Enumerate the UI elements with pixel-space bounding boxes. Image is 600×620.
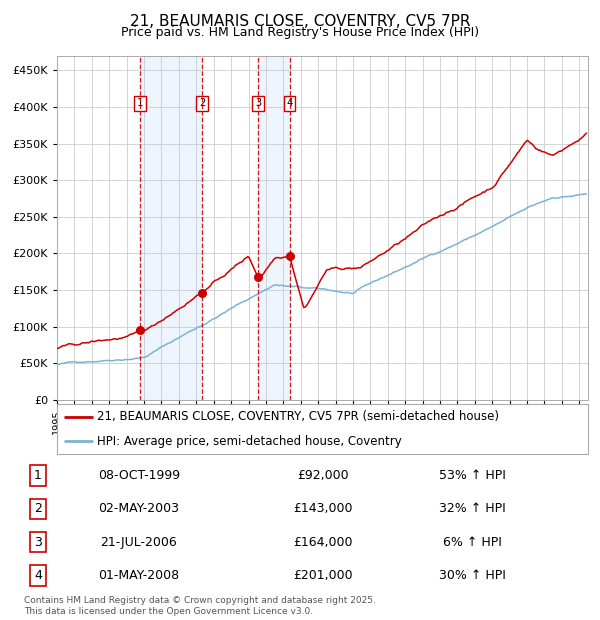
Text: 3: 3	[34, 536, 42, 549]
Text: 4: 4	[287, 99, 293, 108]
Text: 21, BEAUMARIS CLOSE, COVENTRY, CV5 7PR (semi-detached house): 21, BEAUMARIS CLOSE, COVENTRY, CV5 7PR (…	[97, 410, 499, 423]
Text: 3: 3	[255, 99, 261, 108]
Text: 2: 2	[34, 502, 42, 515]
Text: £164,000: £164,000	[293, 536, 353, 549]
Text: 6% ↑ HPI: 6% ↑ HPI	[443, 536, 502, 549]
Text: 01-MAY-2008: 01-MAY-2008	[98, 569, 179, 582]
Text: 4: 4	[34, 569, 42, 582]
Text: £143,000: £143,000	[293, 502, 353, 515]
Bar	[258, 56, 290, 400]
Text: 1: 1	[34, 469, 42, 482]
Text: £201,000: £201,000	[293, 569, 353, 582]
Text: 30% ↑ HPI: 30% ↑ HPI	[439, 569, 506, 582]
Bar	[140, 56, 202, 400]
Text: 32% ↑ HPI: 32% ↑ HPI	[439, 502, 506, 515]
Text: 21, BEAUMARIS CLOSE, COVENTRY, CV5 7PR: 21, BEAUMARIS CLOSE, COVENTRY, CV5 7PR	[130, 14, 470, 29]
Text: Price paid vs. HM Land Registry's House Price Index (HPI): Price paid vs. HM Land Registry's House …	[121, 26, 479, 39]
Text: 53% ↑ HPI: 53% ↑ HPI	[439, 469, 506, 482]
Text: HPI: Average price, semi-detached house, Coventry: HPI: Average price, semi-detached house,…	[97, 435, 401, 448]
Text: 08-OCT-1999: 08-OCT-1999	[98, 469, 180, 482]
Text: £92,000: £92,000	[297, 469, 349, 482]
Text: Contains HM Land Registry data © Crown copyright and database right 2025.
This d: Contains HM Land Registry data © Crown c…	[24, 596, 376, 616]
Text: 2: 2	[199, 99, 205, 108]
Text: 02-MAY-2003: 02-MAY-2003	[98, 502, 179, 515]
Text: 1: 1	[137, 99, 143, 108]
Text: 21-JUL-2006: 21-JUL-2006	[100, 536, 177, 549]
